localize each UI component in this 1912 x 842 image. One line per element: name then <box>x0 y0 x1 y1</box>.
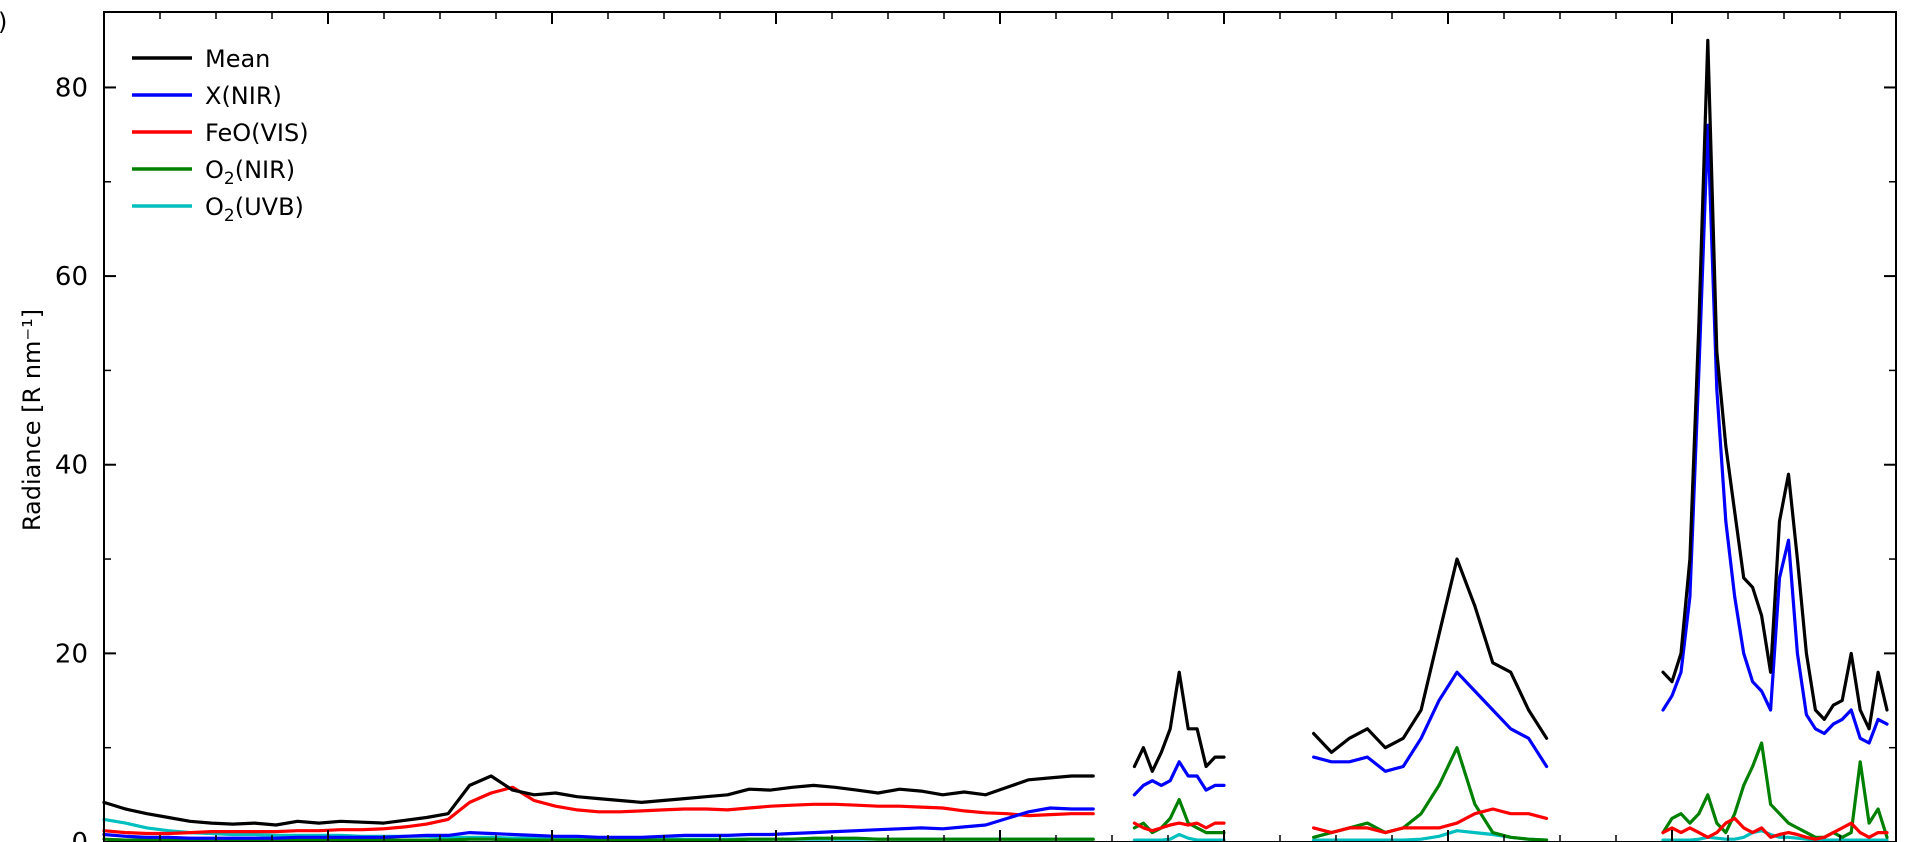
series-line-0-segment-3 <box>1661 38 1889 731</box>
legend-label-3: O2(NIR) <box>205 156 295 189</box>
series-line-3-segment-3 <box>1661 741 1889 839</box>
plot-frame <box>103 11 1897 842</box>
legend-label-0: Mean <box>205 45 270 73</box>
series-line-2-segment-3 <box>1661 816 1889 841</box>
legend-label-1: X(NIR) <box>205 82 282 110</box>
series-line-1-segment-1 <box>1132 760 1226 797</box>
series-line-1-segment-3 <box>1661 123 1889 745</box>
y-tick-label: 40 <box>55 451 88 481</box>
series-line-2-segment-1 <box>1132 821 1226 833</box>
series-line-1-segment-2 <box>1311 670 1549 773</box>
y-tick-label: 80 <box>55 73 88 103</box>
legend: Mean X(NIR) FeO(VIS) O2(NIR) O2(UVB) <box>132 45 309 226</box>
series-line-2-segment-2 <box>1311 807 1549 835</box>
series-line-0-segment-1 <box>1132 670 1226 773</box>
series-line-0-segment-2 <box>1311 557 1549 755</box>
y-tick-label: 0 <box>71 828 88 842</box>
series-line-2-segment-0 <box>102 785 1095 836</box>
series-line-0-segment-0 <box>102 774 1095 827</box>
panel-letter: ) <box>0 8 7 36</box>
y-axis-label: Radiance [R nm⁻¹] <box>18 309 46 531</box>
series-line-4-segment-1 <box>1132 832 1226 842</box>
legend-label-4: O2(UVB) <box>205 193 304 226</box>
series-line-3-segment-0 <box>102 836 1095 842</box>
y-tick-label: 20 <box>55 639 88 669</box>
series-layer <box>102 38 1889 842</box>
legend-label-2: FeO(VIS) <box>205 119 309 147</box>
y-tick-label: 60 <box>55 262 88 292</box>
series-line-1-segment-0 <box>102 806 1095 840</box>
tick-layer: 0 20 40 60 80 <box>55 12 1897 842</box>
